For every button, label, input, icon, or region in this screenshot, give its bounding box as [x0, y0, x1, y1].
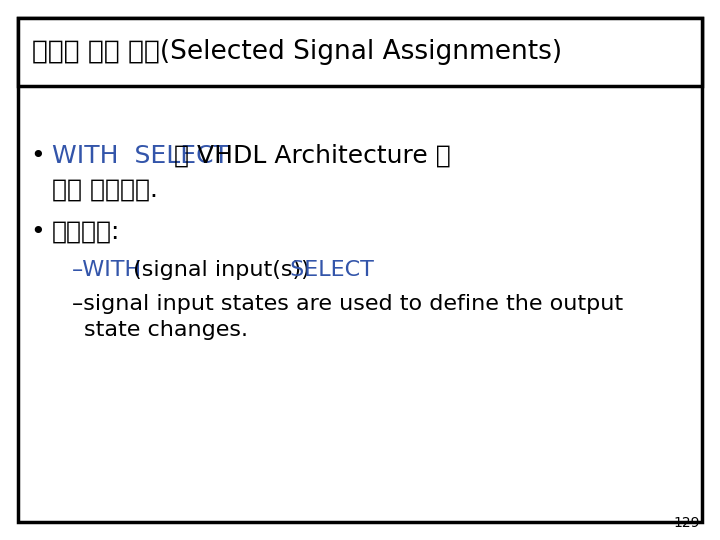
- Text: 기본형식:: 기본형식:: [52, 220, 120, 244]
- Text: –WITH: –WITH: [72, 260, 142, 280]
- Text: 선택적 신호 할당(Selected Signal Assignments): 선택적 신호 할당(Selected Signal Assignments): [32, 39, 562, 65]
- Text: state changes.: state changes.: [84, 320, 248, 340]
- Text: •: •: [30, 144, 45, 168]
- FancyBboxPatch shape: [18, 18, 702, 86]
- Text: 문을 사용한다.: 문을 사용한다.: [52, 178, 158, 202]
- Text: 129: 129: [673, 516, 700, 530]
- Text: –signal input states are used to define the output: –signal input states are used to define …: [72, 294, 623, 314]
- Text: WITH  SELECT: WITH SELECT: [52, 144, 229, 168]
- Text: •: •: [30, 220, 45, 244]
- FancyBboxPatch shape: [18, 18, 702, 522]
- Text: (signal input(s)): (signal input(s)): [126, 260, 310, 280]
- Text: SELECT: SELECT: [284, 260, 374, 280]
- Text: 의 VHDL Architecture 구: 의 VHDL Architecture 구: [166, 144, 451, 168]
